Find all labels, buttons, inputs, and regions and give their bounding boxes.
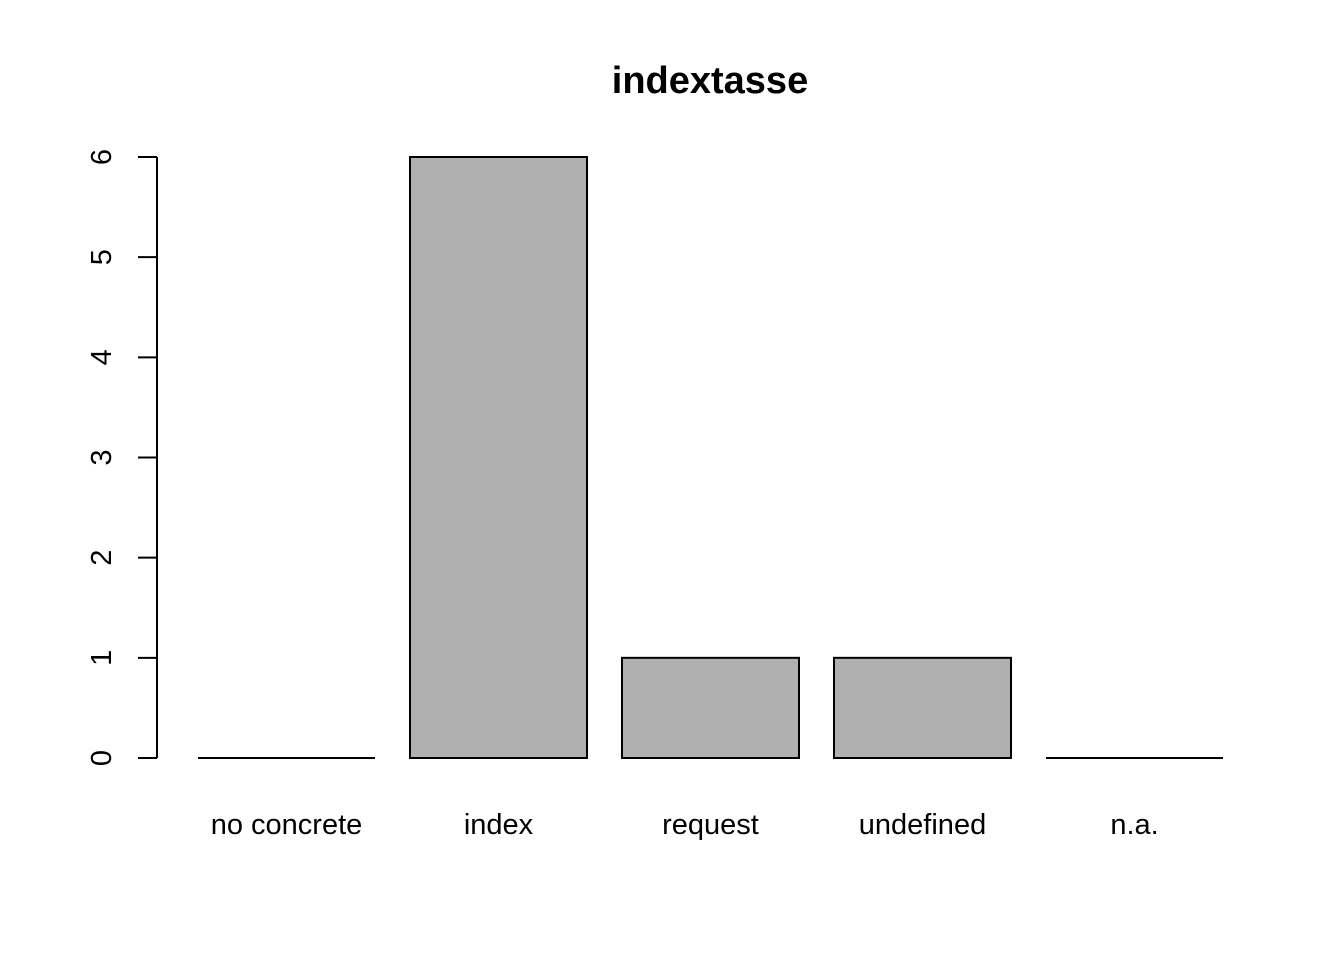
- bar-series: [198, 156, 1223, 759]
- bar-index: [409, 156, 588, 759]
- y-tick-label-1: 1: [86, 650, 118, 666]
- chart-title: indextasse: [612, 60, 808, 102]
- x-tick-label-undefined: undefined: [859, 809, 986, 841]
- x-tick-label-no-concrete: no concrete: [211, 809, 363, 841]
- bar-request: [621, 656, 800, 759]
- bar-undefined: [833, 656, 1012, 759]
- y-tick-label-5: 5: [86, 249, 118, 265]
- x-tick-label-n-a: n.a.: [1110, 809, 1158, 841]
- x-tick-label-index: index: [464, 809, 534, 841]
- y-tick-label-6: 6: [86, 149, 118, 165]
- y-tick-label-0: 0: [86, 750, 118, 766]
- y-tick-label-4: 4: [86, 349, 118, 365]
- y-tick-label-3: 3: [86, 449, 118, 465]
- x-tick-label-request: request: [662, 809, 759, 841]
- y-axis: 0 1 2 3 4 5 6: [86, 149, 158, 766]
- y-tick-label-2: 2: [86, 550, 118, 566]
- x-axis-labels: no concrete index request undefined n.a.: [211, 809, 1159, 841]
